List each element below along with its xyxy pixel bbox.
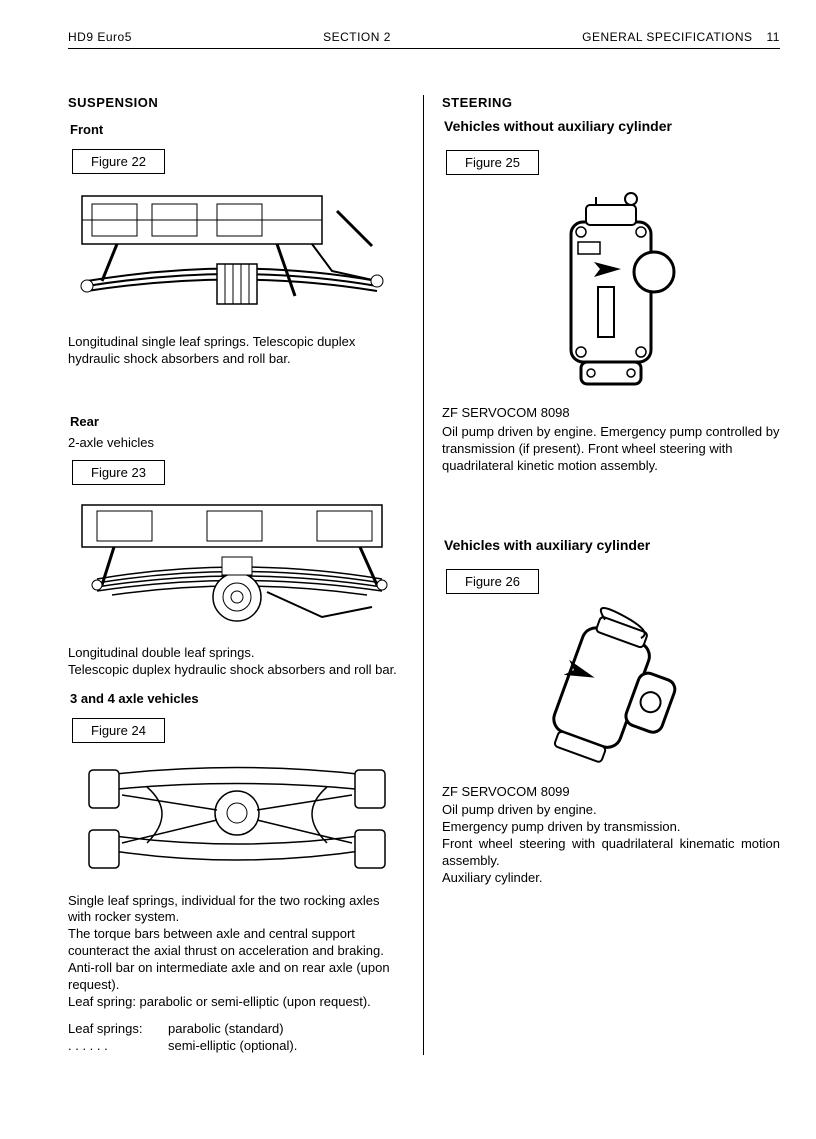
steering-model-2: ZF SERVOCOM 8099 bbox=[442, 784, 780, 801]
page-number: 11 bbox=[767, 30, 780, 44]
figure-22-text: Longitudinal single leaf springs. Telesc… bbox=[68, 334, 405, 368]
rear-label: Rear bbox=[70, 414, 405, 429]
steering-box-icon bbox=[536, 187, 686, 397]
left-column: SUSPENSION Front Figure 22 bbox=[68, 95, 424, 1055]
header-left: HD9 Euro5 bbox=[68, 30, 132, 44]
suspension-title: SUSPENSION bbox=[68, 95, 405, 110]
right-column: STEERING Vehicles without auxiliary cyli… bbox=[424, 95, 780, 1055]
figure-24-text: Single leaf springs, individual for the … bbox=[68, 893, 405, 1011]
steering-text-2: Oil pump driven by engine. Emergency pum… bbox=[442, 802, 780, 886]
header-center: SECTION 2 bbox=[323, 30, 391, 44]
leaf-spring-spec-1: Leaf springs: parabolic (standard) bbox=[68, 1021, 405, 1038]
front-label: Front bbox=[70, 122, 405, 137]
figure-25-illustration bbox=[442, 187, 780, 397]
leaf-spring-spec-2: . . . . . . semi-elliptic (optional). bbox=[68, 1038, 405, 1055]
figure-26-label: Figure 26 bbox=[446, 569, 539, 594]
steering-box-aux-icon bbox=[521, 606, 701, 776]
tandem-axle-icon bbox=[77, 755, 397, 885]
leaf-spring-front-icon bbox=[77, 186, 397, 326]
figure-24-label: Figure 24 bbox=[72, 718, 165, 743]
leaf-spring-rear-icon bbox=[72, 497, 402, 637]
multi-axle-label: 3 and 4 axle vehicles bbox=[70, 691, 405, 706]
without-aux-heading: Vehicles without auxiliary cylinder bbox=[444, 118, 780, 134]
steering-text-1: Oil pump driven by engine. Emergency pum… bbox=[442, 424, 780, 475]
leaf-spring-spec-label: Leaf springs: bbox=[68, 1021, 168, 1038]
leaf-spring-spec-value-1: parabolic (standard) bbox=[168, 1021, 284, 1038]
figure-26-illustration bbox=[442, 606, 780, 776]
page: HD9 Euro5 SECTION 2 GENERAL SPECIFICATIO… bbox=[0, 0, 816, 1139]
steering-model-1: ZF SERVOCOM 8098 bbox=[442, 405, 780, 422]
page-header: HD9 Euro5 SECTION 2 GENERAL SPECIFICATIO… bbox=[68, 30, 780, 49]
figure-24-illustration bbox=[68, 755, 405, 885]
figure-22-label: Figure 22 bbox=[72, 149, 165, 174]
two-axle-label: 2-axle vehicles bbox=[68, 435, 405, 450]
figure-25-label: Figure 25 bbox=[446, 150, 539, 175]
figure-23-text: Longitudinal double leaf springs. Telesc… bbox=[68, 645, 405, 679]
header-section-name: GENERAL SPECIFICATIONS bbox=[582, 30, 752, 44]
figure-23-illustration bbox=[68, 497, 405, 637]
leaf-spring-spec-value-2: semi-elliptic (optional). bbox=[168, 1038, 297, 1055]
with-aux-heading: Vehicles with auxiliary cylinder bbox=[444, 537, 780, 553]
content-columns: SUSPENSION Front Figure 22 bbox=[68, 95, 780, 1055]
figure-22-illustration bbox=[68, 186, 405, 326]
figure-23-label: Figure 23 bbox=[72, 460, 165, 485]
leaf-spring-spec-dots: . . . . . . bbox=[68, 1038, 168, 1055]
steering-title: STEERING bbox=[442, 95, 780, 110]
header-right: GENERAL SPECIFICATIONS 11 bbox=[582, 30, 780, 44]
